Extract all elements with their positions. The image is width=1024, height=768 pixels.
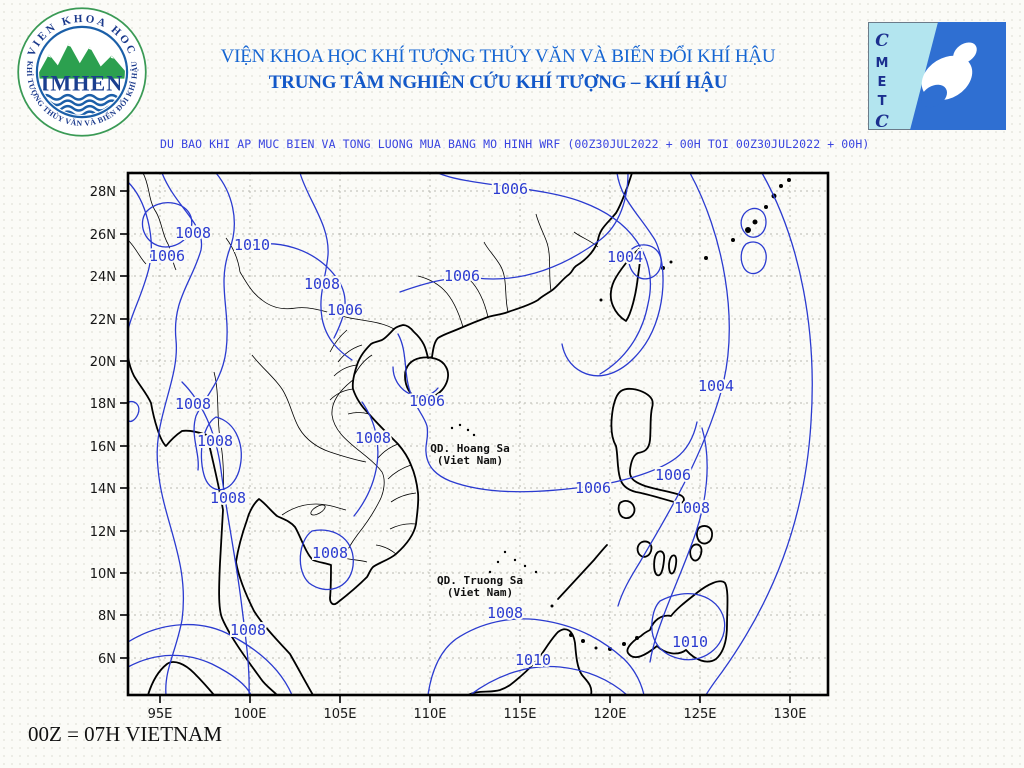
institute-title: VIỆN KHOA HỌC KHÍ TƯỢNG THỦY VĂN VÀ BIẾN…: [220, 46, 776, 67]
coast-panay: [636, 540, 653, 558]
lon-tick-label: 105E: [323, 707, 356, 722]
map-annotation: QD. Hoang Sa: [430, 442, 509, 455]
lat-tick-label: 18N: [90, 397, 116, 412]
isobar-label: 1004: [607, 248, 643, 266]
forecast-subtitle: DU BAO KHI AP MUC BIEN VA TONG LUONG MUA…: [160, 137, 870, 151]
lat-tick-label: 14N: [90, 482, 116, 497]
isobar-label: 1008: [487, 604, 523, 622]
isobar-label: 1008: [230, 621, 266, 639]
lon-tick-label: 130E: [773, 707, 806, 722]
map-annotation: (Viet Nam): [447, 586, 513, 599]
imhen-mountains-icon: [39, 43, 125, 79]
lon-tick-label: 100E: [233, 707, 266, 722]
timezone-note: 00Z = 07H VIETNAM: [28, 722, 223, 746]
map-annotation: (Viet Nam): [437, 454, 503, 467]
lon-tick-label: 95E: [148, 707, 173, 722]
lon-tick-label: 115E: [503, 707, 536, 722]
map-annotation: QD. Truong Sa: [437, 574, 523, 587]
lat-tick-label: 22N: [90, 313, 116, 328]
isobar-label: 1006: [444, 267, 480, 285]
lat-tick-label: 20N: [90, 355, 116, 370]
label-layer: 28N 26N 24N 22N 20N 18N 16N 14N 12N 10N 8N 6N 95E 100…: [90, 178, 807, 722]
map-frame: [126, 171, 830, 697]
isobar-label: 1010: [515, 651, 551, 669]
isobar-contours: [127, 172, 813, 696]
isobar-label: 1008: [674, 499, 710, 517]
isobar-label: 1008: [210, 489, 246, 507]
isobar-label: 1008: [175, 395, 211, 413]
lat-tick-label: 16N: [90, 440, 116, 455]
lon-tick-label: 125E: [683, 707, 716, 722]
lat-tick-label: 26N: [90, 228, 116, 243]
coast-samar: [695, 525, 713, 545]
internal-borders: [127, 172, 599, 563]
metc-letter-t: T: [878, 94, 887, 109]
header-titles: VIỆN KHOA HỌC KHÍ TƯỢNG THỦY VĂN VÀ BIẾN…: [160, 46, 836, 94]
isobar-label: 1008: [197, 432, 233, 450]
isobar-label: 1006: [327, 301, 363, 319]
lon-tick-label: 110E: [413, 707, 446, 722]
coast-myanmar-malay: [127, 356, 278, 696]
coast-borneo: [467, 628, 593, 696]
metc-letter-c-bottom: C: [875, 112, 889, 130]
isobar-label: 1006: [655, 466, 691, 484]
lat-tick-label: 28N: [90, 185, 116, 200]
coast-mindanao: [626, 580, 729, 663]
isobar-label: 1010: [234, 236, 270, 254]
grid-layer: [128, 173, 828, 695]
coast-sumatra: [147, 661, 215, 696]
lon-tick-label: 120E: [593, 707, 626, 722]
isobar-label: 1010: [672, 633, 708, 651]
metc-letter-c-top: C: [875, 31, 889, 51]
metc-letter-e: E: [878, 75, 887, 90]
metc-logo: C M E T C: [868, 22, 1006, 130]
imhen-acronym: IMHEN: [41, 71, 124, 96]
coast-negros: [653, 550, 666, 577]
metc-swirl-icon: [920, 42, 977, 108]
coast-taiwan: [609, 248, 641, 322]
isobar-label: 1006: [149, 247, 185, 265]
isobar-label: 1006: [575, 479, 611, 497]
isobar-label: 1008: [355, 429, 391, 447]
coast-mindoro: [617, 500, 636, 519]
lat-tick-label: 10N: [90, 567, 116, 582]
isobar-label: 1006: [409, 392, 445, 410]
coastlines: [127, 172, 729, 696]
isobar-label: 1004: [698, 377, 734, 395]
isobar-label: 1006: [492, 180, 528, 198]
metc-letter-m: M: [876, 56, 889, 71]
coast-luzon: [610, 387, 685, 504]
small-islands: [450, 178, 791, 651]
coast-vietnam-gulf: [235, 328, 420, 696]
lat-tick-label: 6N: [98, 652, 116, 667]
coast-palawan: [557, 544, 608, 600]
coast-china: [393, 172, 633, 359]
coast-leyte: [689, 543, 703, 562]
center-title: TRUNG TÂM NGHIÊN CỨU KHÍ TƯỢNG – KHÍ HẬU: [268, 72, 728, 93]
lat-tick-label: 24N: [90, 270, 116, 285]
lat-tick-label: 12N: [90, 525, 116, 540]
lat-tick-label: 8N: [98, 609, 116, 624]
isobar-label: 1008: [304, 275, 340, 293]
coast-cebu: [668, 554, 678, 575]
isobar-label: 1008: [175, 224, 211, 242]
isobar-label: 1008: [312, 544, 348, 562]
imhen-logo: VIEN KHOA HOC KHÍ TƯỢNG THỦY VĂN VÀ BIẾN…: [17, 7, 147, 137]
